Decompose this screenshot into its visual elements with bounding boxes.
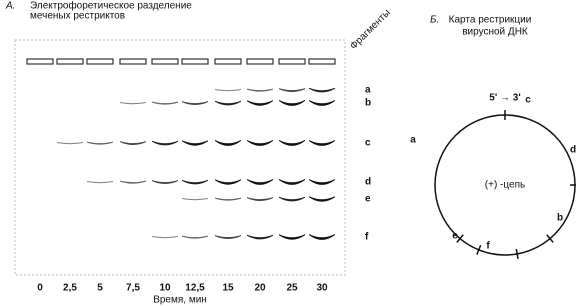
panel-title: Карта рестрикции — [449, 15, 532, 26]
fragment-label: d — [365, 177, 371, 188]
panel-letter: Б. — [430, 15, 439, 26]
fragment-label: e — [365, 194, 371, 205]
background — [0, 0, 576, 306]
time-label: 15 — [222, 283, 234, 294]
strand-label: (+) -цепь — [485, 180, 525, 191]
time-label: 2,5 — [63, 283, 77, 294]
panel-title: вирусной ДНК — [462, 27, 528, 38]
x-axis-label: Время, мин — [153, 295, 207, 306]
segment-label: a — [410, 135, 416, 146]
time-label: 12,5 — [185, 283, 205, 294]
time-label: 10 — [159, 283, 171, 294]
panel-letter: А. — [5, 1, 15, 12]
fragment-label: a — [365, 85, 371, 96]
time-label: 5 — [97, 283, 103, 294]
fragment-label: b — [365, 98, 371, 109]
segment-label: c — [525, 95, 531, 106]
time-label: 0 — [37, 283, 43, 294]
segment-label: d — [570, 145, 576, 156]
direction: 5' → 3' — [489, 93, 520, 104]
segment-label: e — [452, 231, 458, 242]
time-label: 7,5 — [126, 283, 140, 294]
fragment-label: c — [365, 138, 371, 149]
time-label: 25 — [286, 283, 298, 294]
figure: А. Электрофоретическое разделение мечены… — [0, 0, 576, 306]
panel-title: меченых рестриктов — [30, 11, 125, 22]
time-label: 20 — [254, 283, 266, 294]
time-label: 30 — [316, 283, 328, 294]
segment-label: b — [557, 213, 563, 224]
